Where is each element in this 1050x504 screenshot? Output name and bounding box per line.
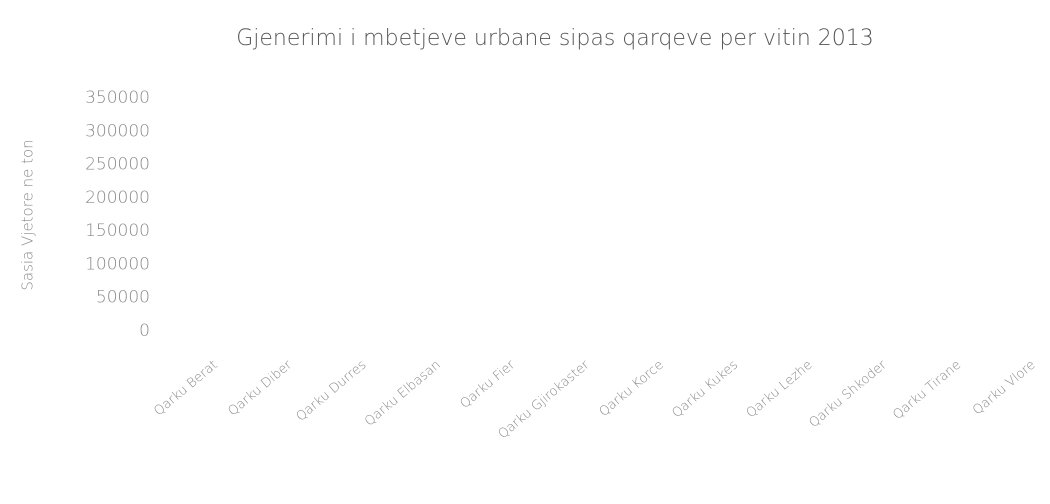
chart-title: Gjenerimi i mbetjeve urbane sipas qarqev… (236, 26, 874, 51)
y-tick-label: 150000 (85, 221, 150, 241)
x-tick-label: Qarku Shkoder (806, 357, 890, 431)
x-tick-label: Qarku Durres (294, 358, 370, 425)
x-tick-label: Qarku Fier (457, 357, 518, 412)
x-tick-label: Qarku Elbasan (362, 358, 444, 430)
y-tick-label: 0 (139, 321, 150, 341)
y-axis-label: Sasia Vjetore ne ton (19, 139, 37, 290)
y-tick-label: 250000 (85, 155, 150, 175)
x-tick-label: Qarku Berat (151, 358, 220, 420)
x-tick-label: Qarku Lezhe (744, 358, 816, 422)
y-tick-label: 100000 (85, 254, 150, 274)
x-tick-label: Qarku Tirane (890, 358, 964, 423)
y-tick-label: 350000 (85, 88, 150, 108)
x-tick-label: Qarku Korce (597, 358, 667, 420)
y-tick-label: 300000 (85, 121, 150, 141)
y-tick-label: 200000 (85, 188, 150, 208)
x-tick-label: Qarku Vlore (970, 358, 1038, 419)
x-tick-label: Qarku Diber (225, 357, 295, 419)
x-tick-label: Qarku Kukes (669, 358, 741, 422)
y-tick-label: 50000 (96, 288, 150, 308)
